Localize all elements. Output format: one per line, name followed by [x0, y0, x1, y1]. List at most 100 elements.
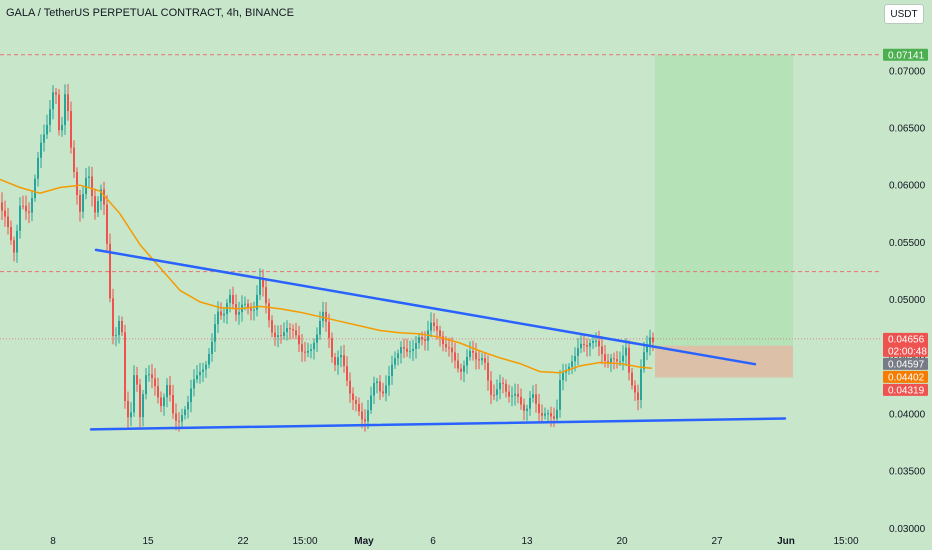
candle-body [214, 324, 216, 342]
candle-body [334, 356, 336, 366]
x-tick-label: 15:00 [292, 536, 317, 547]
price-axis: 0.07000 0.06500 0.06000 0.05500 0.05000 0.045… [889, 66, 926, 534]
candle-body [172, 394, 174, 414]
candle-body [652, 337, 654, 343]
candle-body [340, 355, 342, 358]
candle-body [79, 194, 81, 212]
candle-body [40, 142, 42, 158]
candle-body [337, 357, 339, 366]
price-tag-label: 0.04402 [888, 372, 925, 383]
candle-body [232, 295, 234, 305]
x-tick-label: Jun [777, 536, 795, 547]
candle-body [274, 332, 276, 338]
candle-body [415, 343, 417, 349]
candle-body [379, 381, 381, 392]
candle-body [499, 382, 501, 390]
candle-body [202, 369, 204, 372]
candle-body [163, 397, 165, 407]
candle-body [571, 361, 573, 367]
candle-body [103, 189, 105, 205]
candle-body [355, 399, 357, 405]
target-zone [655, 54, 793, 346]
candle-body [325, 311, 327, 322]
candle-body [373, 382, 375, 396]
candle-body [142, 394, 144, 418]
candle-body [376, 381, 378, 383]
chart-title: GALA / TetherUS PERPETUAL CONTRACT, 4h, … [6, 7, 294, 19]
candle-body [622, 355, 624, 362]
candle-body [100, 189, 102, 202]
x-tick-label: May [354, 536, 374, 547]
candle-body [466, 356, 468, 366]
candle-body [604, 354, 606, 362]
candle-body [331, 338, 333, 357]
y-tick-label: 0.03500 [889, 467, 926, 478]
candle-body [562, 372, 564, 381]
candle-body [640, 369, 642, 400]
candle-body [496, 389, 498, 395]
candle-body [265, 287, 267, 304]
candle-body [649, 337, 651, 346]
candle-body [82, 194, 84, 212]
candle-body [430, 322, 432, 331]
candle-body [523, 404, 525, 411]
candle-body [55, 92, 57, 95]
x-tick-label: 22 [237, 536, 249, 547]
candle-body [136, 375, 138, 385]
candle-body [205, 364, 207, 370]
candle-body [280, 335, 282, 337]
candle-body [601, 346, 603, 355]
candle-body [619, 361, 621, 363]
candle-body [556, 409, 558, 419]
candle-body [166, 384, 168, 398]
candle-body [316, 334, 318, 343]
candle-body [445, 344, 447, 348]
price-tag-countdown: 02:00:48 [888, 346, 927, 357]
candle-body [322, 311, 324, 321]
candle-body [613, 358, 615, 360]
candle-body [4, 210, 6, 217]
candle-body [73, 147, 75, 173]
candle-body [115, 335, 117, 337]
candle-body [634, 385, 636, 393]
x-tick-label: 15:00 [833, 536, 858, 547]
candle-body [451, 347, 453, 353]
currency-button[interactable]: USDT [884, 4, 924, 24]
candle-body [349, 380, 351, 394]
candle-body [598, 340, 600, 347]
candle-body [454, 352, 456, 361]
candle-body [493, 394, 495, 396]
candle-body [277, 335, 279, 338]
candle-body [49, 109, 51, 125]
candle-body [559, 380, 561, 410]
y-tick-label: 0.07000 [889, 66, 926, 77]
candle-body [133, 375, 135, 413]
candle-body [85, 177, 87, 195]
candle-body [292, 329, 294, 331]
price-tag [883, 48, 928, 61]
candle-body [268, 303, 270, 321]
price-tag-label: 0.04597 [888, 359, 925, 370]
candle-body [283, 332, 285, 336]
candle-body [436, 326, 438, 331]
candle-body [37, 157, 39, 179]
candle-body [607, 361, 609, 363]
candle-body [478, 359, 480, 361]
candle-body [187, 402, 189, 410]
y-tick-label: 0.06500 [889, 124, 926, 135]
candle-body [127, 400, 129, 418]
candle-body [475, 352, 477, 360]
candle-body [34, 178, 36, 199]
candle-body [13, 240, 15, 253]
candle-body [148, 374, 150, 376]
candle-body [580, 343, 582, 349]
candle-body [238, 312, 240, 315]
candle-body [409, 351, 411, 353]
candle-body [298, 335, 300, 345]
candle-body [514, 393, 516, 396]
candle-body [382, 391, 384, 394]
candle-body [301, 344, 303, 352]
candle-body [616, 359, 618, 362]
